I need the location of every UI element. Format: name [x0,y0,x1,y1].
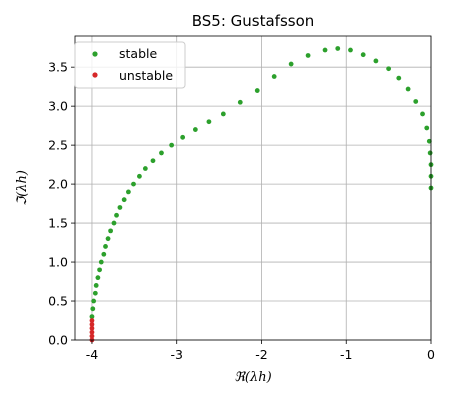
legend: stable unstable [74,41,186,89]
data-point-stable [254,88,260,93]
data-point-stable [91,298,97,304]
legend-label-stable: stable [119,46,157,61]
data-point-stable [348,47,353,53]
legend-marker-stable [92,51,98,57]
data-point-unstable [89,322,95,327]
data-point-unstable [89,318,95,323]
data-point-stable [159,150,164,156]
y-tick-label: 1.5 [48,216,68,231]
legend-label-unstable: unstable [119,68,173,83]
data-point-stable [386,66,392,72]
y-tick-label: 2.0 [48,177,68,192]
data-point-stable [396,75,402,81]
y-tick-label: 3.0 [48,99,68,114]
data-point-stable [117,205,123,210]
data-point-stable [206,119,212,125]
data-point-stable [150,158,156,164]
data-point-stable [105,236,111,242]
x-tick-label: -4 [86,347,99,362]
data-point-stable [288,61,294,67]
data-point-stable [405,86,411,92]
y-tick-label: 1.0 [48,255,68,270]
data-point-stable [103,244,108,249]
y-axis-label: ℑ(λh) [15,170,30,206]
data-point-stable [101,251,107,257]
data-point-stable [114,212,119,218]
data-point-stable [373,58,379,64]
data-point-stable [237,99,243,105]
data-point-stable [360,52,366,58]
data-point-stable [97,267,102,273]
y-tick-label: 2.5 [48,138,68,153]
y-axis-ticks: 0.0 0.5 1.0 1.5 2.0 2.5 3.0 3.5 [48,60,75,348]
data-point-stable [98,259,104,265]
data-point-stable [322,47,328,53]
chart-title: BS5: Gustafsson [192,12,315,30]
y-tick-label: 0.0 [48,333,68,348]
data-point-stable [220,111,226,117]
data-point-stable [137,173,142,179]
data-point-stable [121,197,127,203]
data-point-stable [90,306,96,312]
data-point-stable [335,46,341,51]
x-tick-label: -2 [255,347,267,362]
data-point-stable [424,125,430,131]
data-points [89,46,434,343]
data-point-stable [108,228,113,234]
data-point-stable [169,142,175,148]
data-point-stable [427,150,433,156]
x-tick-label: -3 [170,347,182,362]
data-point-stable [180,134,186,140]
data-point-stable [413,99,419,104]
legend-box [74,41,186,89]
x-axis-label: ℜ(λh) [234,370,271,385]
data-point-unstable [89,325,95,331]
data-point-stable [271,74,277,79]
data-point-stable [192,127,198,132]
data-point-stable [131,181,136,187]
legend-marker-unstable [92,72,98,78]
x-tick-label: 0 [427,347,435,362]
data-point-stable [420,111,425,117]
x-tick-label: -1 [340,347,352,362]
y-tick-label: 0.5 [48,294,68,309]
data-point-stable [426,138,432,144]
data-point-stable [305,53,311,58]
data-point-unstable [89,333,95,339]
x-axis-ticks: -4 -3 -2 -1 0 [86,340,435,362]
data-point-stable [125,189,131,195]
data-point-stable [111,220,117,226]
data-point-unstable [89,329,95,335]
data-point-stable [89,314,95,320]
grid [75,36,432,341]
y-tick-label: 3.5 [48,60,68,75]
data-point-stable [95,275,101,281]
data-point-stable [92,290,98,296]
data-point-stable [93,283,99,288]
data-point-stable [142,166,148,171]
plot-frame [74,35,432,341]
